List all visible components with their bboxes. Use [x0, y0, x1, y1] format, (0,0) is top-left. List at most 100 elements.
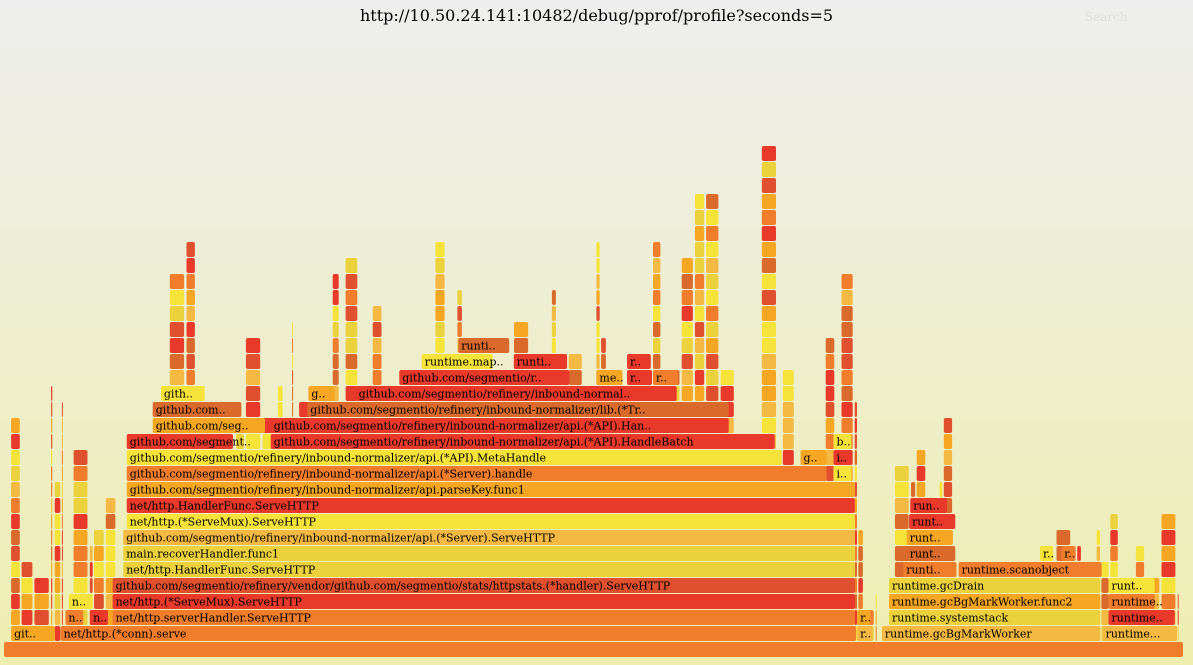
frame[interactable] — [11, 450, 20, 465]
frame[interactable] — [854, 402, 857, 417]
frame[interactable] — [706, 258, 719, 273]
frame[interactable] — [596, 338, 600, 353]
frame[interactable] — [825, 354, 835, 369]
frame-rect[interactable] — [11, 546, 20, 561]
frame[interactable]: net/http.serverHandler.ServeHTTP — [112, 610, 856, 625]
frame[interactable] — [653, 242, 661, 257]
frame[interactable]: r.. — [857, 626, 873, 641]
frame-rect[interactable] — [706, 354, 719, 369]
frame[interactable] — [61, 578, 63, 593]
frame-rect[interactable] — [916, 482, 926, 497]
frame-rect[interactable] — [653, 354, 661, 369]
frame-rect[interactable] — [761, 402, 776, 417]
frame-rect[interactable] — [332, 290, 339, 305]
frame-rect[interactable] — [854, 498, 857, 513]
frame[interactable]: github.com/segmentio/refinery/inbound-no… — [126, 482, 855, 497]
frame[interactable] — [706, 322, 719, 337]
frame[interactable] — [245, 338, 261, 353]
frame[interactable] — [841, 354, 853, 369]
frame-rect[interactable] — [825, 466, 835, 481]
frame-rect[interactable] — [854, 562, 857, 577]
frame[interactable]: n.. — [68, 594, 91, 609]
frame-rect[interactable] — [372, 306, 382, 321]
frame[interactable] — [858, 578, 863, 593]
frame-rect[interactable] — [551, 322, 556, 337]
frame[interactable] — [105, 530, 116, 545]
frame[interactable] — [694, 242, 705, 257]
frame[interactable] — [332, 290, 339, 305]
frame-rect[interactable] — [761, 418, 776, 433]
frame[interactable] — [825, 418, 835, 433]
frame-rect[interactable] — [943, 482, 953, 497]
frame-rect[interactable] — [761, 178, 776, 193]
frame-rect[interactable] — [1177, 594, 1179, 609]
frame[interactable] — [694, 386, 705, 401]
frame[interactable] — [1096, 530, 1100, 545]
frame[interactable]: runt.. — [906, 546, 956, 561]
frame-rect[interactable] — [720, 386, 734, 401]
frame[interactable] — [372, 338, 382, 353]
frame[interactable] — [653, 290, 661, 305]
frame[interactable]: runtime... — [1102, 626, 1178, 641]
frame[interactable] — [761, 418, 776, 433]
frame[interactable] — [551, 338, 556, 353]
frame-rect[interactable] — [841, 322, 853, 337]
frame[interactable] — [435, 338, 445, 353]
frame-rect[interactable] — [681, 338, 693, 353]
frame-rect[interactable] — [1161, 514, 1176, 529]
frame-rect[interactable] — [186, 258, 195, 273]
frame-rect[interactable] — [457, 290, 462, 305]
frame[interactable] — [1096, 546, 1100, 561]
frame-rect[interactable] — [825, 386, 835, 401]
frame-rect[interactable] — [54, 514, 61, 529]
frame[interactable]: me.. — [596, 370, 623, 385]
frame[interactable] — [858, 530, 863, 545]
frame-rect[interactable] — [889, 578, 1101, 593]
frame[interactable] — [894, 546, 909, 561]
frame[interactable]: r.. — [1061, 546, 1076, 561]
frame-rect[interactable] — [1056, 530, 1071, 545]
frame[interactable] — [11, 434, 20, 449]
frame-rect[interactable] — [186, 306, 195, 321]
frame-rect[interactable] — [694, 354, 705, 369]
frame[interactable] — [94, 530, 104, 545]
frame-rect[interactable] — [875, 594, 877, 609]
frame-rect[interactable] — [825, 338, 835, 353]
frame[interactable] — [11, 514, 20, 529]
frame-rect[interactable] — [894, 482, 909, 497]
frame[interactable] — [706, 290, 719, 305]
frame[interactable] — [457, 290, 462, 305]
frame[interactable] — [105, 498, 116, 513]
frame[interactable] — [761, 226, 776, 241]
frame-rect[interactable] — [761, 338, 776, 353]
frame-rect[interactable] — [551, 290, 556, 305]
frame-rect[interactable] — [514, 322, 529, 337]
frame[interactable] — [21, 610, 33, 625]
frame-rect[interactable] — [435, 290, 445, 305]
frame[interactable] — [61, 450, 63, 465]
frame-rect[interactable] — [11, 626, 55, 641]
frame-rect[interactable] — [601, 338, 606, 353]
frame[interactable] — [761, 258, 776, 273]
frame[interactable] — [169, 338, 185, 353]
frame-rect[interactable] — [720, 370, 734, 385]
frame[interactable] — [653, 322, 661, 337]
frame[interactable] — [292, 354, 294, 369]
frame-rect[interactable] — [332, 322, 339, 337]
frame[interactable] — [943, 418, 953, 433]
frame-rect[interactable] — [186, 322, 195, 337]
frame[interactable] — [706, 338, 719, 353]
frame-rect[interactable] — [21, 610, 33, 625]
frame-rect[interactable] — [51, 418, 53, 433]
frame-rect[interactable] — [916, 450, 926, 465]
frame[interactable] — [51, 386, 53, 401]
frame-rect[interactable] — [1161, 530, 1176, 545]
frame[interactable]: i.. — [833, 466, 852, 481]
frame[interactable] — [841, 274, 853, 289]
frame[interactable] — [761, 194, 776, 209]
frame[interactable]: github.com/segmentio/refinery/inbound-no… — [270, 418, 729, 433]
frame-rect[interactable] — [54, 482, 61, 497]
frame[interactable] — [51, 434, 53, 449]
frame[interactable]: runtime.gcBgMarkWorker.func2 — [889, 594, 1101, 609]
frame[interactable] — [372, 354, 382, 369]
